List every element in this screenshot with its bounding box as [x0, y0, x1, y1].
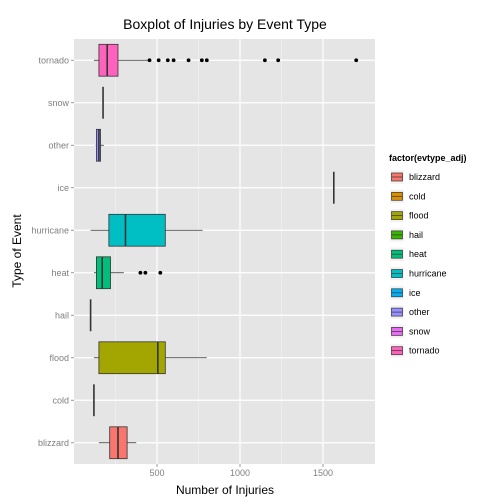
chart-title: Boxplot of Injuries by Event Type	[123, 16, 327, 32]
legend-item-other: other	[389, 304, 430, 320]
y-axis-title: Type of Event	[10, 214, 24, 288]
legend-label: other	[409, 307, 430, 317]
outlier-point	[158, 270, 163, 275]
outlier-point	[354, 58, 359, 63]
box-other	[95, 128, 104, 162]
box-iqr	[96, 256, 111, 290]
outlier-point	[138, 270, 143, 275]
legend-label: flood	[409, 211, 429, 221]
y-tick-label: blizzard	[38, 438, 69, 448]
box-iqr	[98, 43, 119, 77]
y-tick-label: hail	[55, 310, 69, 320]
legend-label: tornado	[409, 346, 440, 356]
outlier-point	[156, 58, 161, 63]
outlier-point	[263, 58, 267, 63]
legend-label: blizzard	[409, 172, 440, 182]
legend-label: hail	[409, 230, 423, 240]
box-iqr	[108, 213, 166, 247]
legend-title: factor(evtype_adj)	[389, 153, 467, 163]
outlier-point	[204, 58, 209, 63]
y-tick-label: ice	[57, 183, 69, 193]
y-tick-label: tornado	[38, 55, 69, 65]
x-tick-label: 1500	[313, 468, 333, 478]
outlier-point	[147, 58, 152, 63]
y-tick-label: hurricane	[31, 225, 69, 235]
box-blizzard	[98, 426, 137, 460]
outlier-point	[143, 270, 148, 275]
legend: blizzard cold flood hail heat hurricane ice oth…	[389, 169, 447, 358]
x-axis-ticks: 500 1000 1500	[149, 464, 333, 478]
outlier-point	[199, 58, 204, 63]
legend-label: hurricane	[409, 269, 447, 279]
outlier-point	[276, 58, 281, 63]
y-tick-label: other	[48, 140, 69, 150]
legend-item-tornado: tornado	[389, 343, 440, 358]
legend-item-cold: cold	[389, 189, 426, 204]
outlier-point	[165, 58, 170, 63]
legend-label: cold	[409, 191, 426, 201]
legend-item-heat: heat	[389, 246, 427, 262]
x-tick-label: 500	[149, 468, 164, 478]
legend-label: snow	[409, 326, 431, 336]
x-axis-title: Number of Injuries	[176, 483, 274, 497]
box-hurricane	[90, 213, 203, 247]
legend-item-blizzard: blizzard	[389, 169, 440, 185]
legend-item-hurricane: hurricane	[389, 266, 447, 281]
outlier-point	[171, 58, 176, 63]
legend-item-flood: flood	[389, 208, 429, 223]
legend-item-hail: hail	[389, 227, 423, 243]
y-tick-label: flood	[49, 353, 69, 363]
box-flood	[93, 341, 207, 375]
box-tornado	[93, 43, 359, 77]
box-heat	[93, 256, 163, 290]
boxes	[89, 43, 359, 460]
legend-item-ice: ice	[389, 285, 421, 301]
plot-panel	[74, 39, 375, 464]
legend-label: ice	[409, 288, 421, 298]
outlier-point	[186, 58, 191, 63]
y-tick-label: cold	[52, 395, 69, 405]
legend-label: heat	[409, 249, 427, 259]
x-tick-label: 1000	[230, 468, 250, 478]
box-iqr	[98, 341, 166, 375]
y-tick-label: heat	[51, 268, 69, 278]
y-tick-label: snow	[48, 98, 70, 108]
y-axis-ticks: blizzard cold flood hail heat hurricane ice oth…	[31, 55, 74, 448]
legend-item-snow: snow	[389, 324, 431, 339]
